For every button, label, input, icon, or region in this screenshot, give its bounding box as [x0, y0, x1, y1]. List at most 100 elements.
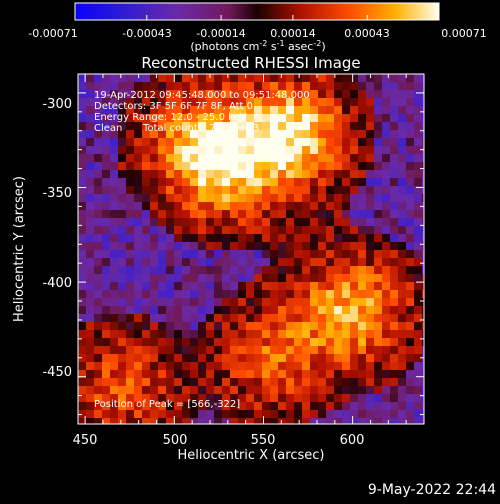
heatmap-pixel: [406, 98, 415, 107]
colorbar-tick-label: 0.00071: [441, 27, 487, 40]
heatmap-pixel: [190, 386, 199, 395]
heatmap-pixel: [318, 314, 327, 323]
heatmap-pixel: [246, 258, 255, 267]
heatmap-pixel: [110, 178, 119, 187]
heatmap-pixel: [78, 250, 87, 259]
heatmap-pixel: [422, 130, 424, 139]
heatmap-pixel: [126, 418, 135, 424]
heatmap-pixel: [246, 410, 255, 419]
heatmap-pixel: [142, 178, 151, 187]
heatmap-pixel: [262, 282, 271, 291]
heatmap-pixel: [406, 378, 415, 387]
heatmap-pixel: [198, 394, 207, 403]
heatmap-pixel: [166, 202, 175, 211]
x-tick-label: 550: [251, 433, 276, 448]
heatmap-pixel: [246, 162, 255, 171]
heatmap-pixel: [302, 378, 311, 387]
heatmap-pixel: [254, 242, 263, 251]
heatmap-pixel: [246, 146, 255, 155]
heatmap-pixel: [94, 266, 103, 275]
heatmap-pixel: [270, 258, 279, 267]
heatmap-pixel: [190, 402, 199, 411]
heatmap-pixel: [374, 130, 383, 139]
heatmap-pixel: [94, 138, 103, 147]
heatmap-pixel: [118, 202, 127, 211]
heatmap-pixel: [350, 346, 359, 355]
heatmap-pixel: [190, 106, 199, 115]
heatmap-pixel: [262, 354, 271, 363]
heatmap-pixel: [334, 314, 343, 323]
heatmap-pixel: [302, 130, 311, 139]
heatmap-pixel: [254, 402, 263, 411]
heatmap-pixel: [342, 306, 351, 315]
heatmap-pixel: [326, 402, 335, 411]
heatmap-pixel: [262, 226, 271, 235]
heatmap-pixel: [214, 146, 223, 155]
heatmap-pixel: [190, 354, 199, 363]
heatmap-pixel: [302, 346, 311, 355]
heatmap-pixel: [406, 314, 415, 323]
heatmap-pixel: [166, 330, 175, 339]
heatmap-pixel: [342, 282, 351, 291]
heatmap-pixel: [350, 82, 359, 91]
heatmap-pixel: [150, 90, 159, 99]
heatmap-pixel: [142, 354, 151, 363]
heatmap-pixel: [254, 418, 263, 424]
heatmap-pixel: [286, 162, 295, 171]
heatmap-pixel: [318, 130, 327, 139]
heatmap-pixel: [174, 418, 183, 424]
heatmap-pixel: [318, 370, 327, 379]
heatmap-pixel: [358, 354, 367, 363]
heatmap-pixel: [350, 170, 359, 179]
heatmap-pixel: [142, 418, 151, 424]
heatmap-pixel: [110, 378, 119, 387]
heatmap-pixel: [230, 346, 239, 355]
heatmap-pixel: [294, 98, 303, 107]
heatmap-pixel: [374, 298, 383, 307]
heatmap-pixel: [198, 178, 207, 187]
heatmap-pixel: [254, 370, 263, 379]
heatmap-pixel: [326, 410, 335, 419]
heatmap-pixel: [86, 146, 95, 155]
heatmap-pixel: [310, 362, 319, 371]
heatmap-pixel: [94, 82, 103, 91]
heatmap-pixel: [190, 258, 199, 267]
heatmap-pixel: [86, 386, 95, 395]
heatmap-pixel: [278, 410, 287, 419]
heatmap-pixel: [318, 178, 327, 187]
heatmap-pixel: [254, 322, 263, 331]
heatmap-pixel: [366, 338, 375, 347]
heatmap-pixel: [198, 362, 207, 371]
heatmap-pixel: [142, 130, 151, 139]
heatmap-pixel: [230, 162, 239, 171]
heatmap-pixel: [334, 154, 343, 163]
heatmap-pixel: [94, 218, 103, 227]
heatmap-pixel: [78, 186, 87, 195]
heatmap-pixel: [238, 394, 247, 403]
heatmap-pixel: [230, 146, 239, 155]
heatmap-pixel: [110, 154, 119, 163]
heatmap-pixel: [110, 122, 119, 131]
heatmap-pixel: [198, 114, 207, 123]
heatmap-pixel: [366, 154, 375, 163]
heatmap-pixel: [398, 410, 407, 419]
heatmap-pixel: [118, 314, 127, 323]
heatmap-pixel: [190, 290, 199, 299]
heatmap-pixel: [390, 274, 399, 283]
heatmap-pixel: [174, 322, 183, 331]
heatmap-pixel: [294, 346, 303, 355]
heatmap-pixel: [142, 258, 151, 267]
heatmap-pixel: [382, 330, 391, 339]
heatmap-pixel: [278, 218, 287, 227]
heatmap-pixel: [294, 290, 303, 299]
heatmap-pixel: [102, 354, 111, 363]
heatmap-pixel: [78, 386, 87, 395]
heatmap-pixel: [350, 138, 359, 147]
heatmap-pixel: [78, 274, 87, 283]
heatmap-pixel: [310, 210, 319, 219]
heatmap-pixel: [358, 298, 367, 307]
heatmap-pixel: [206, 242, 215, 251]
heatmap-pixel: [206, 386, 215, 395]
heatmap-pixel: [374, 338, 383, 347]
heatmap-pixel: [86, 194, 95, 203]
